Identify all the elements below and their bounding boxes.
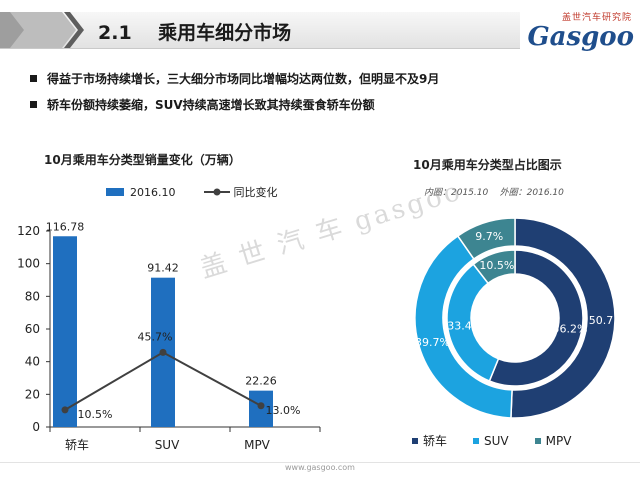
section-title: 乘用车细分市场 [158, 22, 292, 44]
y-tick-label: 120 [17, 224, 40, 238]
donut-chart-title: 10月乘用车分类型占比图示 [413, 158, 562, 172]
line-point [61, 406, 69, 414]
bullet-list: 得益于市场持续增长，三大细分市场同比增幅均达两位数，但明显不及9月 轿车份额持续… [30, 70, 630, 122]
logo-en-text: Gasgoo [527, 22, 634, 52]
inner-ring-slice-label: 33.4 [447, 320, 472, 333]
line-value-label: 10.5% [78, 408, 113, 421]
footer: www.gasgoo.com [0, 462, 640, 478]
legend-label: MPV [545, 433, 572, 448]
bullet-item: 轿车份额持续萎缩，SUV持续高速增长致其持续蚕食轿车份额 [30, 96, 630, 113]
inner-ring-slice [472, 249, 516, 285]
page-title: 2.1 乘用车细分市场 [98, 18, 291, 45]
bullet-item: 得益于市场持续增长，三大细分市场同比增幅均达两位数，但明显不及9月 [30, 70, 630, 87]
slide-header: 2.1 乘用车细分市场 盖世汽车研究院 Gasgoo [0, 0, 640, 52]
y-tick-label: 0 [32, 420, 40, 434]
donut-subtitle-outer: 外圈：2016.10 [499, 188, 564, 198]
logo-cn-text: 盖世汽车研究院 [561, 13, 632, 23]
outer-ring-slice [456, 218, 516, 260]
y-tick-label: 80 [25, 289, 40, 303]
line-value-label: 13.0% [266, 404, 301, 417]
y-tick-label: 60 [25, 322, 40, 336]
outer-ring-slice-label: 50.7 [589, 314, 614, 327]
inner-ring-slice-label: 56.2% [552, 323, 587, 336]
x-tick-label: 轿车 [65, 437, 89, 452]
bar [53, 236, 77, 427]
x-tick-label: SUV [155, 438, 180, 452]
y-tick-label: 40 [25, 355, 40, 369]
header-chevrons [0, 12, 84, 48]
donut-subtitle: 内圈：2015.10 外圈：2016.10 [424, 185, 564, 198]
bar-value-label: 116.78 [46, 220, 85, 233]
legend-label: SUV [484, 433, 509, 448]
bullet-text: 得益于市场持续增长，三大细分市场同比增幅均达两位数，但明显不及9月 [47, 72, 440, 86]
outer-ring-slice-label: 9.7% [475, 230, 503, 243]
y-tick-label: 20 [25, 387, 40, 401]
legend-bar-label: 2016.10 [130, 185, 176, 199]
header-bar [0, 12, 520, 49]
legend-swatch-icon [534, 437, 541, 444]
bar-chart: 0 20 40 60 80 100 120 116.78 91.42 22.26 轿车 SUV MPV 1… [17, 220, 321, 452]
bullet-square-icon [30, 101, 37, 108]
bar-chart-title: 10月乘用车分类型销量变化（万辆） [44, 153, 241, 167]
legend-label: 轿车 [423, 434, 448, 448]
bullet-text: 轿车份额持续萎缩，SUV持续高速增长致其持续蚕食轿车份额 [47, 98, 375, 112]
legend-swatch-icon [412, 437, 418, 444]
bar-value-label: 22.26 [245, 375, 277, 388]
section-number: 2.1 [98, 22, 132, 44]
legend-line-label: 同比变化 [233, 186, 278, 199]
legend-line-swatch-icon [203, 188, 230, 196]
gasgoo-logo: 盖世汽车研究院 Gasgoo [527, 10, 636, 54]
line-point [159, 348, 167, 356]
outer-ring-slice-label: 39.7% [415, 336, 450, 349]
outer-ring-slice [510, 218, 616, 418]
bar-chart-legend: 2016.10 同比变化 [106, 184, 278, 200]
donut-subtitle-inner: 内圈：2015.10 [424, 188, 489, 198]
y-tick-label: 100 [17, 257, 40, 271]
bar-value-label: 91.42 [147, 262, 179, 275]
inner-ring-slice-label: 10.5% [479, 259, 514, 272]
legend-swatch-icon [473, 437, 480, 444]
x-tick-label: MPV [244, 438, 271, 452]
donut-chart: 50.7 39.7% 9.7% 56.2% 33.4 10.5% [414, 218, 616, 418]
bullet-square-icon [30, 75, 37, 82]
inner-ring-slice [488, 249, 584, 387]
donut-legend: 轿车 SUV MPV [412, 432, 571, 449]
legend-bar-swatch-icon [106, 188, 124, 196]
line-value-label: 45.7% [138, 330, 173, 343]
line-point [257, 402, 265, 410]
